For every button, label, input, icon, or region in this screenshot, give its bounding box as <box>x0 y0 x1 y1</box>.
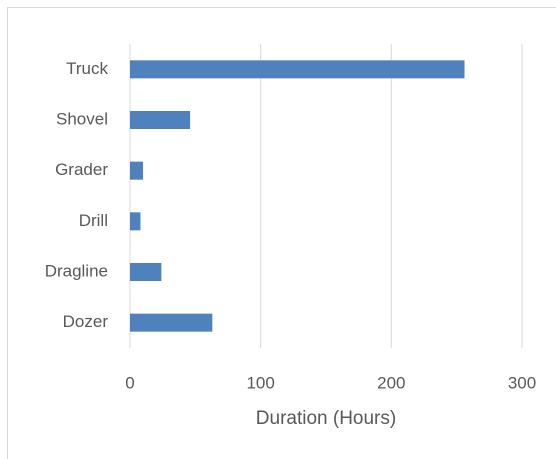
x-tick-label: 300 <box>508 373 536 392</box>
y-tick-label: Drill <box>79 211 108 230</box>
y-tick-label: Grader <box>55 160 108 179</box>
x-axis-title: Duration (Hours) <box>256 408 396 429</box>
bar <box>130 60 465 79</box>
y-tick-label: Truck <box>66 59 108 78</box>
bar <box>130 161 144 180</box>
x-tick-label: 100 <box>246 373 274 392</box>
x-tick-label: 200 <box>377 373 405 392</box>
chart-frame <box>7 7 556 459</box>
bar <box>130 263 162 281</box>
bar <box>130 111 191 129</box>
y-tick-label: Dozer <box>63 312 109 331</box>
bar <box>130 212 141 231</box>
bar <box>130 313 213 332</box>
y-tick-label: Shovel <box>56 109 108 128</box>
y-tick-label: Dragline <box>45 261 108 280</box>
x-tick-label: 0 <box>125 373 134 392</box>
